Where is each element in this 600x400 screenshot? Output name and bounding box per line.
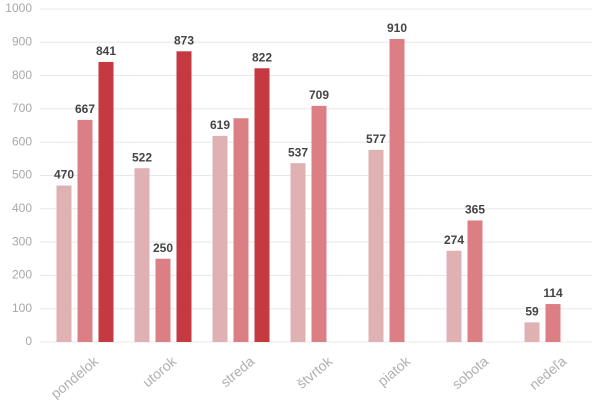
- y-tick-label: 700: [12, 101, 32, 115]
- x-tick-label: sobota: [449, 353, 492, 392]
- y-tick-label: 300: [12, 234, 32, 248]
- y-tick-label: 200: [12, 268, 32, 282]
- bar: [446, 250, 462, 342]
- y-tick-label: 400: [12, 201, 32, 215]
- x-tick-label: utorok: [139, 352, 180, 390]
- y-tick-label: 100: [12, 301, 32, 315]
- bar: [368, 149, 384, 342]
- value-label: 470: [54, 168, 74, 182]
- bar: [176, 51, 192, 342]
- x-tick-label: streda: [217, 353, 257, 390]
- bar: [56, 185, 72, 342]
- value-label: 841: [96, 44, 116, 58]
- value-label: 619: [210, 118, 230, 132]
- value-label: 365: [465, 203, 485, 217]
- y-tick-label: 500: [12, 168, 32, 182]
- bar: [77, 119, 93, 342]
- value-label: 910: [387, 21, 407, 35]
- x-tick-label: pondelok: [47, 352, 102, 400]
- bar: [524, 322, 540, 342]
- value-label: 822: [252, 50, 272, 64]
- value-label: 114: [543, 286, 563, 300]
- y-tick-label: 600: [12, 134, 32, 148]
- bar: [98, 61, 114, 343]
- bar: [254, 68, 270, 343]
- bar: [311, 105, 327, 342]
- y-tick-label: 900: [12, 34, 32, 48]
- value-label: 59: [525, 305, 539, 319]
- value-label: 250: [153, 241, 173, 255]
- y-tick-label: 1000: [5, 1, 32, 15]
- value-label: 537: [288, 145, 308, 159]
- x-tick-label: piatok: [374, 352, 414, 389]
- y-tick-label: 0: [25, 334, 32, 348]
- bar: [290, 163, 306, 342]
- value-label: 274: [444, 233, 464, 247]
- value-label: 873: [174, 33, 194, 47]
- value-label: 522: [132, 150, 152, 164]
- x-tick-label: štvrtok: [293, 352, 336, 391]
- bar: [134, 168, 150, 342]
- value-label: 667: [75, 102, 95, 116]
- bar: [155, 258, 171, 342]
- bar: [212, 135, 228, 342]
- value-label: 577: [366, 132, 386, 146]
- bar: [389, 38, 405, 342]
- x-tick-label: nedeľa: [526, 353, 569, 393]
- bar: [545, 304, 561, 342]
- value-label: 709: [309, 88, 329, 102]
- bar: [467, 220, 483, 342]
- y-tick-label: 800: [12, 68, 32, 82]
- bar: [233, 118, 249, 342]
